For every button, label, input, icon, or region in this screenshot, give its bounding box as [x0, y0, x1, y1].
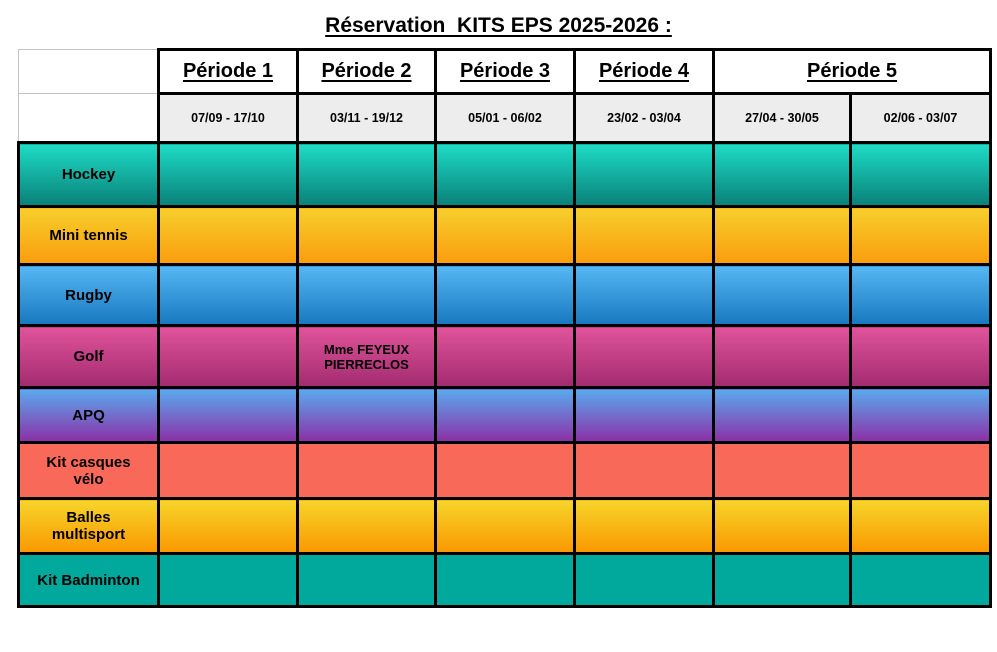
cell-hockey-col6[interactable]: [848, 141, 993, 208]
table-row-balles-multisport: Balles multisport: [17, 497, 993, 555]
cell-golf-col4[interactable]: [573, 324, 715, 389]
cell-mini-tennis-col4[interactable]: [573, 205, 715, 266]
table-row-mini-tennis: Mini tennis: [17, 205, 993, 266]
cell-kit-casques-velo-col3[interactable]: [434, 441, 576, 500]
cell-balles-multisport-col3[interactable]: [434, 497, 576, 555]
date-header-row: 07/09 - 17/10 03/11 - 19/12 05/01 - 06/02 2…: [18, 92, 993, 144]
corner-cell-top: [18, 49, 159, 94]
cell-rugby-col6[interactable]: [848, 263, 993, 327]
cell-apq-col3[interactable]: [434, 386, 576, 444]
cell-kit-badminton-col4[interactable]: [573, 552, 715, 608]
cell-rugby-col5[interactable]: [712, 263, 852, 327]
cell-mini-tennis-col6[interactable]: [848, 205, 993, 266]
table-row-hockey: Hockey: [17, 141, 993, 208]
period-header-2: Période 2: [296, 48, 437, 95]
cell-golf-col5[interactable]: [712, 324, 852, 389]
period-header-4: Période 4: [573, 48, 715, 95]
period-header-1: Période 1: [157, 48, 299, 95]
cell-hockey-col3[interactable]: [434, 141, 576, 208]
cell-balles-multisport-col1[interactable]: [157, 497, 299, 555]
cell-kit-casques-velo-col4[interactable]: [573, 441, 715, 500]
cell-balles-multisport-col6[interactable]: [848, 497, 993, 555]
table-row-kit-badminton: Kit Badminton: [17, 552, 993, 608]
table-row-rugby: Rugby: [17, 263, 993, 327]
row-label-rugby: Rugby: [17, 263, 160, 327]
cell-apq-col2[interactable]: [296, 386, 437, 444]
date-header-5: 27/04 - 30/05: [712, 92, 852, 144]
cell-kit-badminton-col5[interactable]: [712, 552, 852, 608]
cell-apq-col4[interactable]: [573, 386, 715, 444]
cell-golf-col6[interactable]: [848, 324, 993, 389]
reservation-table: Période 1 Période 2 Période 3 Période 4 Péri…: [17, 48, 993, 608]
cell-kit-casques-velo-col6[interactable]: [848, 441, 993, 500]
cell-balles-multisport-col4[interactable]: [573, 497, 715, 555]
table-body: Hockey Mini tennis Rugby Golf Mme FEYEUX PIE…: [17, 141, 993, 608]
row-label-apq: APQ: [17, 386, 160, 444]
cell-kit-casques-velo-col2[interactable]: [296, 441, 437, 500]
date-header-1: 07/09 - 17/10: [157, 92, 299, 144]
row-label-kit-casques-velo: Kit casques vélo: [17, 441, 160, 500]
period-header-5: Période 5: [711, 48, 993, 95]
cell-rugby-col4[interactable]: [573, 263, 715, 327]
row-label-mini-tennis: Mini tennis: [17, 205, 160, 266]
cell-hockey-col4[interactable]: [573, 141, 715, 208]
cell-apq-col5[interactable]: [712, 386, 852, 444]
cell-mini-tennis-col5[interactable]: [712, 205, 852, 266]
date-header-2: 03/11 - 19/12: [296, 92, 437, 144]
cell-kit-casques-velo-col5[interactable]: [712, 441, 852, 500]
cell-apq-col6[interactable]: [848, 386, 993, 444]
cell-golf-col1[interactable]: [157, 324, 299, 389]
cell-hockey-col5[interactable]: [712, 141, 852, 208]
cell-hockey-col1[interactable]: [157, 141, 299, 208]
row-label-golf: Golf: [17, 324, 160, 389]
cell-mini-tennis-col1[interactable]: [157, 205, 299, 266]
cell-kit-badminton-col1[interactable]: [157, 552, 299, 608]
row-label-hockey: Hockey: [17, 141, 160, 208]
cell-kit-badminton-col3[interactable]: [434, 552, 576, 608]
cell-golf-col3[interactable]: [434, 324, 576, 389]
row-label-kit-badminton: Kit Badminton: [17, 552, 160, 608]
corner-cell-bottom: [18, 93, 159, 143]
cell-kit-casques-velo-col1[interactable]: [157, 441, 299, 500]
table-row-golf: Golf Mme FEYEUX PIERRECLOS: [17, 324, 993, 389]
date-header-4: 23/02 - 03/04: [573, 92, 715, 144]
cell-rugby-col2[interactable]: [296, 263, 437, 327]
period-header-3: Période 3: [434, 48, 576, 95]
cell-kit-badminton-col2[interactable]: [296, 552, 437, 608]
table-row-apq: APQ: [17, 386, 993, 444]
cell-hockey-col2[interactable]: [296, 141, 437, 208]
cell-kit-badminton-col6[interactable]: [848, 552, 993, 608]
page-title: Réservation KITS EPS 2025-2026 :: [325, 14, 672, 37]
date-header-3: 05/01 - 06/02: [434, 92, 576, 144]
cell-rugby-col3[interactable]: [434, 263, 576, 327]
row-label-balles-multisport: Balles multisport: [17, 497, 160, 555]
cell-mini-tennis-col3[interactable]: [434, 205, 576, 266]
period-header-row: Période 1 Période 2 Période 3 Période 4 Péri…: [18, 48, 993, 95]
cell-apq-col1[interactable]: [157, 386, 299, 444]
date-header-6: 02/06 - 03/07: [848, 92, 993, 144]
table-row-kit-casques-velo: Kit casques vélo: [17, 441, 993, 500]
cell-balles-multisport-col5[interactable]: [712, 497, 852, 555]
cell-rugby-col1[interactable]: [157, 263, 299, 327]
cell-balles-multisport-col2[interactable]: [296, 497, 437, 555]
cell-golf-col2[interactable]: Mme FEYEUX PIERRECLOS: [296, 324, 437, 389]
cell-mini-tennis-col2[interactable]: [296, 205, 437, 266]
